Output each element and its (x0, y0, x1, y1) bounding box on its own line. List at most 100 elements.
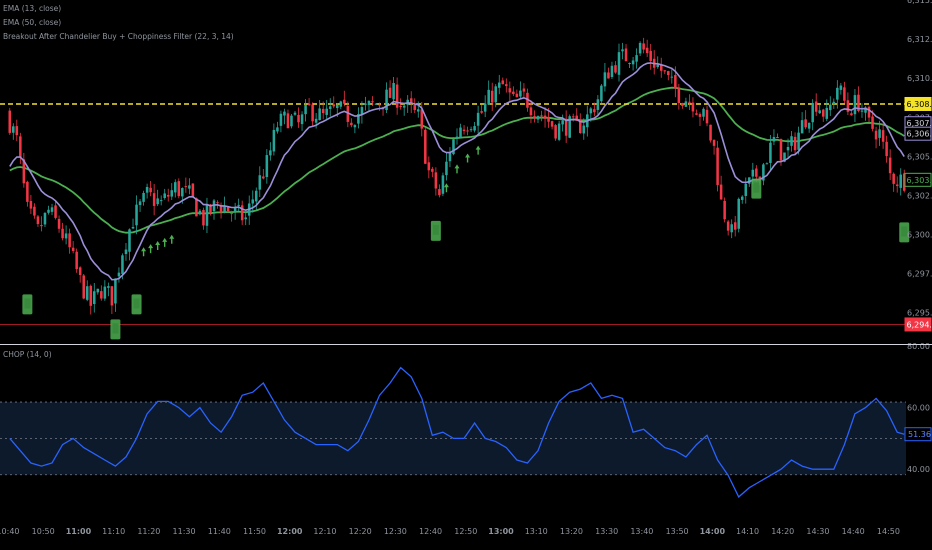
candle[interactable] (850, 111, 853, 116)
candle[interactable] (663, 70, 667, 75)
candle[interactable] (191, 183, 195, 198)
candle[interactable] (712, 139, 716, 155)
candle[interactable] (96, 288, 100, 295)
candle[interactable] (353, 124, 357, 134)
candle[interactable] (804, 110, 807, 130)
candle[interactable] (40, 216, 43, 232)
candle[interactable] (723, 197, 726, 223)
candle[interactable] (328, 98, 332, 117)
candle[interactable] (19, 132, 22, 164)
candle[interactable] (874, 126, 878, 149)
candle[interactable] (797, 126, 800, 155)
candle[interactable] (846, 92, 850, 116)
candle[interactable] (610, 61, 614, 79)
candle[interactable] (332, 96, 336, 109)
candle[interactable] (413, 98, 417, 113)
candle[interactable] (78, 266, 82, 283)
candle[interactable] (64, 225, 68, 245)
candle[interactable] (297, 107, 300, 128)
candle[interactable] (311, 102, 314, 127)
candle[interactable] (279, 110, 283, 133)
candle[interactable] (888, 149, 892, 180)
candle[interactable] (93, 282, 96, 313)
candle[interactable] (515, 89, 519, 98)
buy-signal-marker[interactable] (751, 178, 762, 199)
candle[interactable] (26, 180, 29, 207)
candle[interactable] (33, 203, 36, 219)
candles-group[interactable] (8, 37, 906, 315)
candle[interactable] (364, 96, 367, 111)
candle[interactable] (568, 114, 571, 139)
candle[interactable] (786, 138, 790, 158)
candle[interactable] (47, 205, 50, 215)
candle[interactable] (441, 172, 445, 197)
candle[interactable] (790, 131, 793, 152)
candle[interactable] (184, 177, 188, 193)
candle[interactable] (501, 77, 505, 85)
candle[interactable] (730, 219, 733, 239)
candle[interactable] (205, 197, 209, 234)
legend-breakout-indicator[interactable]: Breakout After Chandelier Buy + Choppine… (3, 32, 234, 41)
candle[interactable] (75, 248, 78, 273)
candle[interactable] (769, 135, 772, 172)
candle[interactable] (832, 98, 836, 109)
candle[interactable] (237, 198, 240, 211)
candle[interactable] (149, 180, 152, 197)
candle[interactable] (540, 110, 543, 122)
candle[interactable] (346, 101, 350, 128)
candle[interactable] (885, 135, 888, 163)
candle[interactable] (117, 267, 121, 283)
candle[interactable] (156, 189, 159, 207)
candle[interactable] (409, 91, 413, 114)
candle[interactable] (452, 137, 455, 156)
candle[interactable] (733, 215, 737, 237)
candle[interactable] (240, 200, 244, 225)
candle[interactable] (71, 241, 75, 254)
candle[interactable] (508, 81, 512, 102)
buy-signals-group[interactable] (22, 178, 910, 340)
legend-ema-13[interactable]: EMA (13, close) (3, 4, 62, 13)
candle[interactable] (448, 147, 452, 168)
candle[interactable] (43, 212, 47, 228)
candle[interactable] (300, 111, 304, 131)
candle[interactable] (293, 111, 297, 116)
candle[interactable] (899, 168, 902, 196)
buy-signal-marker[interactable] (110, 319, 121, 340)
candle[interactable] (818, 104, 821, 115)
candle[interactable] (705, 105, 709, 127)
candle[interactable] (702, 107, 705, 121)
candle[interactable] (54, 200, 57, 220)
candle[interactable] (571, 113, 575, 122)
candle[interactable] (262, 168, 265, 180)
candle[interactable] (22, 152, 26, 188)
candle[interactable] (145, 183, 149, 199)
candle[interactable] (695, 109, 698, 116)
candle[interactable] (290, 114, 293, 129)
candle[interactable] (339, 100, 343, 110)
candle[interactable] (490, 82, 494, 111)
candle[interactable] (286, 109, 290, 129)
candle[interactable] (138, 199, 142, 212)
candle[interactable] (343, 90, 346, 107)
legend-chop[interactable]: CHOP (14, 0) (3, 350, 52, 359)
candle[interactable] (438, 184, 441, 198)
candle[interactable] (469, 126, 473, 133)
candle[interactable] (29, 194, 33, 215)
candle[interactable] (645, 39, 649, 57)
candle[interactable] (12, 123, 15, 140)
candle[interactable] (554, 124, 557, 141)
candle[interactable] (258, 166, 262, 198)
candle[interactable] (600, 84, 603, 103)
candle[interactable] (737, 197, 740, 233)
candle[interactable] (867, 105, 871, 123)
candle[interactable] (459, 123, 462, 139)
candle[interactable] (614, 61, 617, 74)
candle[interactable] (174, 179, 177, 198)
candle[interactable] (709, 124, 712, 143)
candle[interactable] (494, 84, 498, 108)
candle[interactable] (719, 175, 723, 200)
candle[interactable] (357, 107, 360, 129)
candle[interactable] (557, 120, 561, 142)
candle[interactable] (142, 190, 145, 206)
